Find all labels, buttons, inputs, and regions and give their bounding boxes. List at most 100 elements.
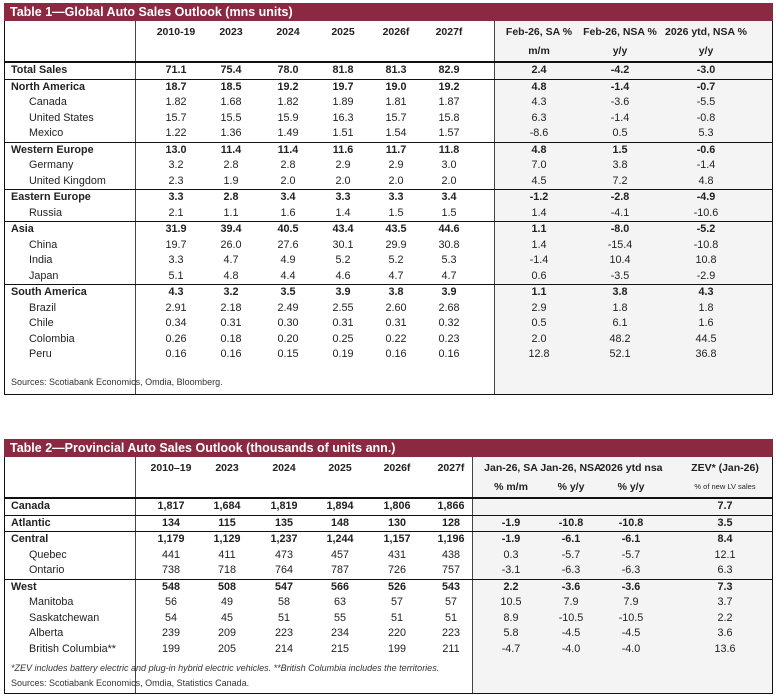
table1-cell: -0.7 bbox=[696, 80, 716, 93]
table2-row: Alberta 239 209 223 234 220 223 5.8 -4.5 -4.5 3.6 bbox=[5, 626, 772, 642]
table1-cell: 19.2 bbox=[438, 80, 460, 93]
table2-cell: 55 bbox=[333, 611, 346, 624]
table2-row-label: Atlantic bbox=[11, 516, 51, 529]
table1-cell: 43.4 bbox=[332, 223, 354, 235]
table2-cell: 2.2 bbox=[503, 580, 519, 593]
table2-cell: 10.5 bbox=[500, 596, 522, 608]
table1-subheader-6: m/m bbox=[528, 45, 550, 57]
table1-cell: 1.5 bbox=[388, 206, 404, 219]
table2-cell: 1,866 bbox=[437, 500, 465, 512]
table1-cell: 2.9 bbox=[388, 159, 404, 171]
table2-row-label: Canada bbox=[11, 500, 51, 512]
table2-sources: Sources: Scotiabank Economics, Omdia, St… bbox=[11, 678, 250, 688]
table2-row: British Columbia** 199 205 214 215 199 211 -4.7… bbox=[5, 642, 772, 658]
table1-cell: 11.7 bbox=[385, 143, 407, 156]
table1-cell: -0.8 bbox=[696, 111, 716, 124]
table2-cell: -4.0 bbox=[621, 642, 641, 655]
table2-cell: -3.6 bbox=[561, 580, 581, 593]
table1-cell: 78.0 bbox=[277, 64, 299, 76]
table1-cell: -3.5 bbox=[610, 269, 630, 282]
table1-header-4: 2026f bbox=[382, 26, 410, 38]
table1-cell: 0.25 bbox=[332, 332, 354, 345]
table2-cell: 548 bbox=[161, 580, 180, 593]
table1-cell: 4.7 bbox=[441, 269, 457, 282]
table1-cell: 1.89 bbox=[332, 96, 354, 108]
table1-row: Russia 2.1 1.1 1.6 1.4 1.5 1.5 1.4 -4.1 -10.6 bbox=[5, 206, 772, 222]
table1-cell: 3.4 bbox=[441, 191, 457, 203]
table2-cell: -4.0 bbox=[561, 642, 581, 655]
table1-row: India 3.3 4.7 4.9 5.2 5.2 5.3 -1.4 10.4 10.8 bbox=[5, 253, 772, 269]
table1-cell: 52.1 bbox=[609, 348, 631, 360]
table1-cell: 15.8 bbox=[438, 111, 460, 124]
table2-cell: 1,684 bbox=[213, 500, 241, 512]
table2-cell: 8.9 bbox=[503, 611, 519, 624]
table1-row: Canada 1.82 1.68 1.82 1.89 1.81 1.87 4.3 -3.6 -5.… bbox=[5, 95, 772, 111]
table1-row: Mexico 1.22 1.36 1.49 1.51 1.54 1.57 -8.6 0.5 5.3 bbox=[5, 126, 772, 142]
table1-row: Germany 3.2 2.8 2.8 2.9 2.9 3.0 7.0 3.8 -1.4 bbox=[5, 158, 772, 174]
table1-row-label: Asia bbox=[11, 223, 34, 235]
table2-subheader-row: % m/m % y/y % y/y % of new LV sales bbox=[5, 479, 772, 497]
table2-subheader-8: % y/y bbox=[617, 481, 645, 493]
table1-cell: 1.1 bbox=[223, 206, 239, 219]
table1-cell: -15.4 bbox=[607, 238, 633, 251]
table1-cell: 1.22 bbox=[165, 127, 187, 139]
table2-cell: -6.3 bbox=[561, 564, 581, 576]
table1-row-label: Canada bbox=[29, 96, 67, 108]
table1-cell: 3.0 bbox=[441, 159, 457, 171]
table1-cell: 0.31 bbox=[332, 317, 354, 329]
table2-cell: 57 bbox=[444, 596, 457, 608]
table1-row-label: Germany bbox=[29, 159, 74, 171]
table2-cell: 128 bbox=[441, 516, 460, 529]
table1-cell: 1.5 bbox=[441, 206, 457, 219]
table1-cell: 19.7 bbox=[332, 80, 354, 93]
table1-cell: 11.4 bbox=[220, 143, 242, 156]
table2-row-label: Ontario bbox=[29, 564, 65, 576]
table1-cell: 0.16 bbox=[385, 348, 407, 360]
table1-row: Colombia 0.26 0.18 0.20 0.25 0.22 0.23 2.0 48.2 4… bbox=[5, 332, 772, 348]
table2-cell: 431 bbox=[387, 548, 406, 561]
table1-row-label: Russia bbox=[29, 206, 63, 219]
table1-row-label: United Kingdom bbox=[29, 174, 106, 187]
table2-cell: -5.7 bbox=[561, 548, 581, 561]
table1-cell: 2.68 bbox=[438, 301, 460, 314]
table2-cell: 718 bbox=[217, 564, 236, 576]
table1-cell: 2.9 bbox=[335, 159, 351, 171]
table2-cell: 223 bbox=[441, 627, 460, 639]
table1-cell: 0.15 bbox=[277, 348, 299, 360]
table1-cell: 4.3 bbox=[698, 286, 714, 298]
table1-cell: -8.6 bbox=[529, 127, 549, 139]
table2: Table 2—Provincial Auto Sales Outlook (t… bbox=[4, 439, 773, 694]
table2-cell: -10.5 bbox=[558, 611, 584, 624]
table1-cell: 5.3 bbox=[698, 127, 714, 139]
table1-cell: -1.4 bbox=[529, 254, 549, 266]
table2-cell: 51 bbox=[444, 611, 457, 624]
table1-cell: -4.9 bbox=[696, 191, 716, 203]
table1-cell: 75.4 bbox=[220, 64, 242, 76]
table1-cell: 81.3 bbox=[385, 64, 407, 76]
table1-cell: 4.7 bbox=[223, 254, 239, 266]
table1-cell: 4.8 bbox=[531, 143, 547, 156]
table1-cell: 2.1 bbox=[168, 206, 184, 219]
table2-cell: 58 bbox=[277, 596, 290, 608]
table2-row: West 548 508 547 566 526 543 2.2 -3.6 -3.6 7.3 bbox=[5, 578, 772, 596]
table1-cell: 18.5 bbox=[220, 80, 242, 93]
table1-row: United Kingdom 2.3 1.9 2.0 2.0 2.0 2.0 4.5 7.2 4.… bbox=[5, 174, 772, 190]
table1-row: United States 15.7 15.5 15.9 16.3 15.7 15.8 6.3… bbox=[5, 111, 772, 127]
table1-cell: 15.9 bbox=[277, 111, 299, 124]
table2-header-5: 2027f bbox=[437, 462, 465, 474]
table2-cell: 0.3 bbox=[503, 548, 519, 561]
table1-row-label: Total Sales bbox=[11, 64, 68, 76]
table1-cell: 15.7 bbox=[385, 111, 407, 124]
table2-cell: 441 bbox=[161, 548, 180, 561]
table1-cell: -10.8 bbox=[693, 238, 719, 251]
table1-header-8: 2026 ytd, NSA % bbox=[665, 26, 747, 38]
table1-header-1: 2023 bbox=[219, 26, 243, 38]
table1-cell: 48.2 bbox=[609, 332, 631, 345]
table2-header-0: 2010–19 bbox=[150, 462, 192, 474]
table1-cell: 3.3 bbox=[168, 191, 184, 203]
table2-cell: 7.3 bbox=[717, 580, 733, 593]
table1-cell: 0.30 bbox=[277, 317, 299, 329]
table1-cell: -5.5 bbox=[696, 96, 716, 108]
table2-cell: 2.2 bbox=[717, 611, 733, 624]
table1-row: Brazil 2.91 2.18 2.49 2.55 2.60 2.68 2.9 1.8 1.8 bbox=[5, 301, 772, 317]
